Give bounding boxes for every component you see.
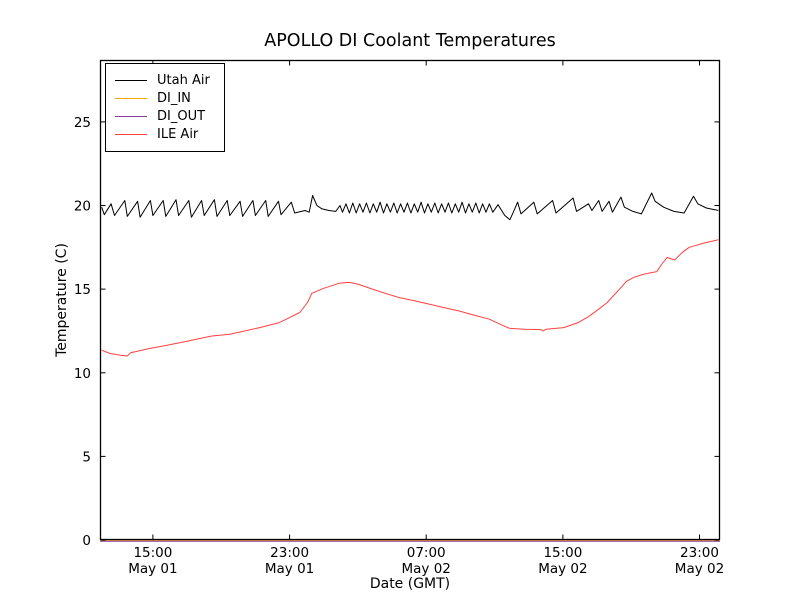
y-tick-label: 15 [74, 282, 91, 298]
legend-line-di-out [115, 116, 147, 117]
legend-label-di-in: DI_IN [157, 91, 191, 106]
y-tick-label: 5 [82, 449, 91, 465]
legend-line-utah-air [115, 80, 147, 81]
legend-item-ile-air: ILE Air [115, 126, 210, 143]
plot-spines [99, 59, 721, 541]
x-tick-label: 23:00 May 01 [265, 545, 314, 577]
y-tick-label: 25 [74, 115, 91, 131]
y-tick-label: 0 [82, 533, 91, 549]
x-axis-label: Date (GMT) [370, 576, 450, 592]
x-tick-label: 15:00 May 02 [538, 545, 587, 577]
legend-label-ile-air: ILE Air [157, 127, 199, 142]
legend: Utah Air DI_IN DI_OUT ILE Air [105, 63, 225, 152]
y-axis-label: Temperature (C) [54, 243, 70, 358]
series-line-ile-air [101, 239, 719, 357]
legend-line-di-in [115, 98, 147, 99]
y-tick-label: 20 [74, 199, 91, 215]
legend-line-ile-air [115, 134, 147, 135]
chart-title: APOLLO DI Coolant Temperatures [264, 31, 555, 51]
x-tick-label: 07:00 May 02 [402, 545, 451, 577]
x-tick-label: 15:00 May 01 [128, 545, 177, 577]
legend-label-di-out: DI_OUT [157, 109, 206, 124]
legend-item-di-out: DI_OUT [115, 108, 210, 125]
x-tick-label: 23:00 May 02 [675, 545, 724, 577]
legend-label-utah-air: Utah Air [157, 73, 210, 88]
legend-item-utah-air: Utah Air [115, 72, 210, 89]
y-tick-label: 10 [74, 366, 91, 382]
legend-item-di-in: DI_IN [115, 90, 210, 107]
series-line-utah-air [101, 192, 719, 221]
